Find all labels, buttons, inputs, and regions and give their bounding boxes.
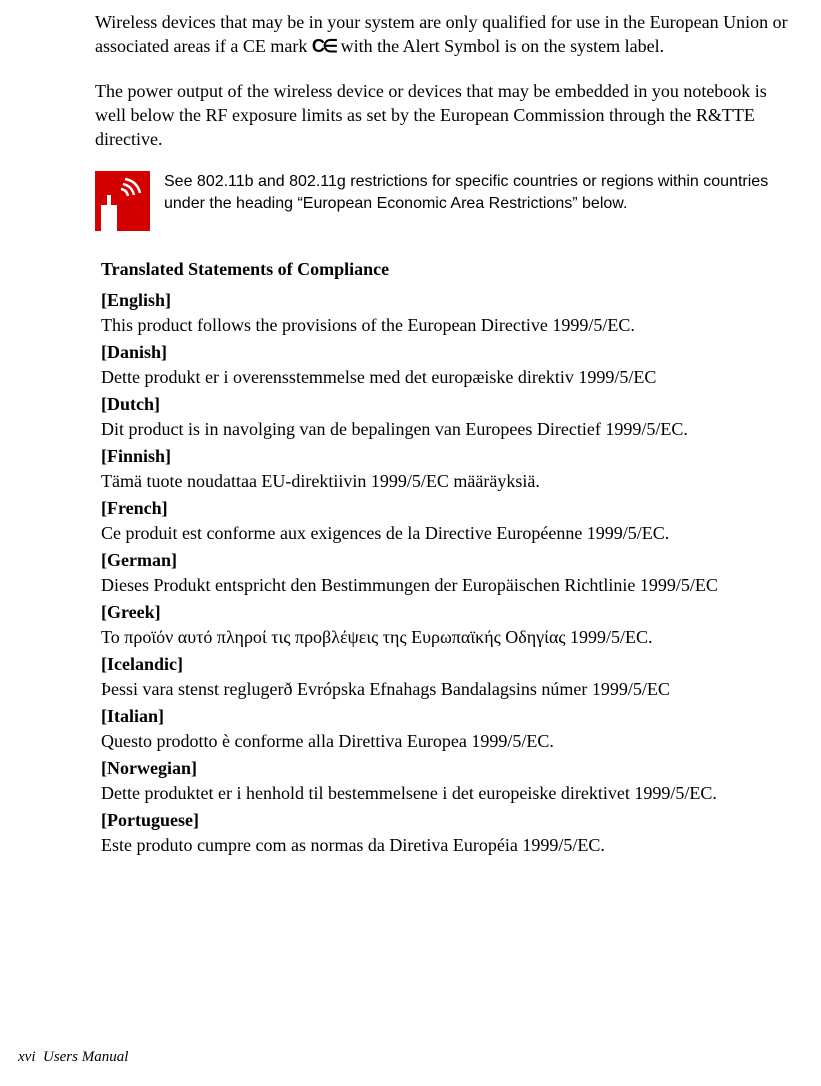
paragraph-wireless-qualified: Wireless devices that may be in your sys… (95, 10, 791, 59)
compliance-statement-text: Tämä tuote noudattaa EU-direktiivin 1999… (101, 471, 791, 492)
compliance-statement-text: Dette produkt er i overensstemmelse med … (101, 367, 791, 388)
compliance-statement-text: Þessi vara stenst reglugerð Evrópska Efn… (101, 679, 791, 700)
compliance-language-label: [English] (101, 290, 791, 311)
compliance-statement-text: Ce produit est conforme aux exigences de… (101, 523, 791, 544)
compliance-language-label: [German] (101, 550, 791, 571)
compliance-language-label: [Italian] (101, 706, 791, 727)
page-footer: xvi Users Manual (18, 1049, 128, 1066)
compliance-language-label: [Dutch] (101, 394, 791, 415)
compliance-language-label: [Danish] (101, 342, 791, 363)
compliance-language-label: [Norwegian] (101, 758, 791, 779)
page-content: Wireless devices that may be in your sys… (0, 0, 821, 856)
compliance-statement-text: Dieses Produkt entspricht den Bestimmung… (101, 575, 791, 596)
para1-post: with the Alert Symbol is on the system l… (336, 36, 664, 56)
note-text: See 802.11b and 802.11g restrictions for… (164, 171, 791, 214)
compliance-language-label: [Portuguese] (101, 810, 791, 831)
compliance-language-label: [Icelandic] (101, 654, 791, 675)
footer-page-number: xvi (18, 1049, 35, 1065)
footer-title: Users Manual (43, 1049, 128, 1065)
wireless-alert-icon (95, 171, 150, 231)
ce-mark-icon: C ∈ (312, 36, 336, 56)
compliance-statement-text: Το προϊόν αυτό πληροί τις προβλέψεις της… (101, 627, 791, 648)
compliance-section: Translated Statements of Compliance [Eng… (101, 259, 791, 856)
paragraph-power-output: The power output of the wireless device … (95, 79, 791, 152)
compliance-statement-text: Questo prodotto è conforme alla Direttiv… (101, 731, 791, 752)
compliance-statement-text: This product follows the provisions of t… (101, 315, 791, 336)
compliance-language-label: [French] (101, 498, 791, 519)
compliance-statement-text: Dit product is in navolging van de bepal… (101, 419, 791, 440)
compliance-statement-text: Este produto cumpre com as normas da Dir… (101, 835, 791, 856)
statements-list: [English] This product follows the provis… (101, 290, 791, 856)
compliance-language-label: [Finnish] (101, 446, 791, 467)
compliance-language-label: [Greek] (101, 602, 791, 623)
section-title: Translated Statements of Compliance (101, 259, 791, 280)
compliance-statement-text: Dette produktet er i henhold til bestemm… (101, 783, 791, 804)
note-block: See 802.11b and 802.11g restrictions for… (95, 171, 791, 231)
